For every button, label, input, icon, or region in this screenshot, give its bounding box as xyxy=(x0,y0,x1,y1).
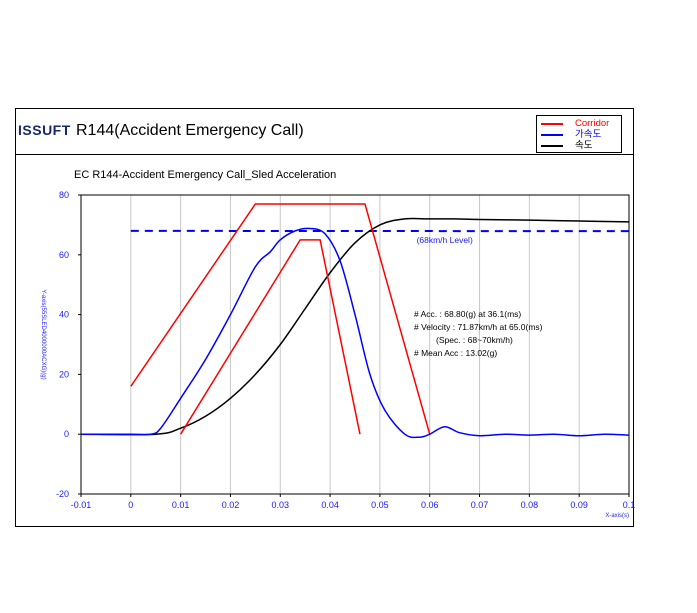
plot-area-border xyxy=(80,194,630,495)
company-logo: ISSUFT xyxy=(18,122,71,138)
y-tick-label: 60 xyxy=(59,250,69,260)
reference-line-label: (68km/h Level) xyxy=(417,235,473,245)
header-divider xyxy=(15,154,634,155)
y-axis-label: Y-axis(55SLED4000000ACXG)(g) xyxy=(40,289,46,379)
annotation-acc: # Acc. : 68.80(g) at 36.1(ms) xyxy=(414,309,521,319)
legend-label-velocity: 속도 xyxy=(575,140,593,151)
report-title: R144(Accident Emergency Call) xyxy=(76,122,304,139)
chart-legend: Corridor 가속도 속도 xyxy=(536,115,622,153)
y-tick-label: 40 xyxy=(59,310,69,320)
x-tick-label: 0.01 xyxy=(172,500,190,510)
legend-swatch-corridor xyxy=(541,123,563,125)
report-frame xyxy=(15,108,634,527)
annotation-spec: (Spec. : 68~70km/h) xyxy=(436,335,513,345)
x-tick-label: -0.01 xyxy=(71,500,92,510)
legend-item-corridor: Corridor xyxy=(541,118,621,129)
x-tick-label: 0.05 xyxy=(371,500,389,510)
y-tick-label: -20 xyxy=(56,489,69,499)
series-velocity-line xyxy=(81,217,629,436)
series-corridor-line xyxy=(179,239,361,435)
y-tick-label: 20 xyxy=(59,369,69,379)
x-tick-label: 0.04 xyxy=(321,500,339,510)
x-tick-label: 0.06 xyxy=(421,500,439,510)
x-tick-label: 0.08 xyxy=(521,500,539,510)
legend-item-acceleration: 가속도 xyxy=(541,129,621,140)
x-tick-label: 0.02 xyxy=(222,500,240,510)
legend-swatch-acceleration xyxy=(541,134,563,136)
chart-title: EC R144-Accident Emergency Call_Sled Acc… xyxy=(74,169,337,181)
series-corridor-line xyxy=(130,203,431,435)
y-tick-label: 80 xyxy=(59,190,69,200)
legend-label-acceleration: 가속도 xyxy=(575,129,602,140)
annotation-mean-acc: # Mean Acc : 13.02(g) xyxy=(414,348,497,358)
y-tick-label: 0 xyxy=(64,429,69,439)
x-tick-label: 0.07 xyxy=(471,500,489,510)
legend-item-velocity: 속도 xyxy=(541,140,621,151)
series-acceleration-line xyxy=(81,227,629,439)
x-tick-label: 0.09 xyxy=(570,500,588,510)
legend-swatch-velocity xyxy=(541,145,563,147)
annotation-velocity: # Velocity : 71.87km/h at 65.0(ms) xyxy=(414,322,543,332)
x-tick-label: 0.1 xyxy=(623,500,636,510)
x-tick-label: 0.03 xyxy=(272,500,290,510)
legend-label-corridor: Corridor xyxy=(575,118,610,129)
x-tick-label: 0 xyxy=(128,500,133,510)
x-axis-label: X-axis(s) xyxy=(605,513,629,519)
